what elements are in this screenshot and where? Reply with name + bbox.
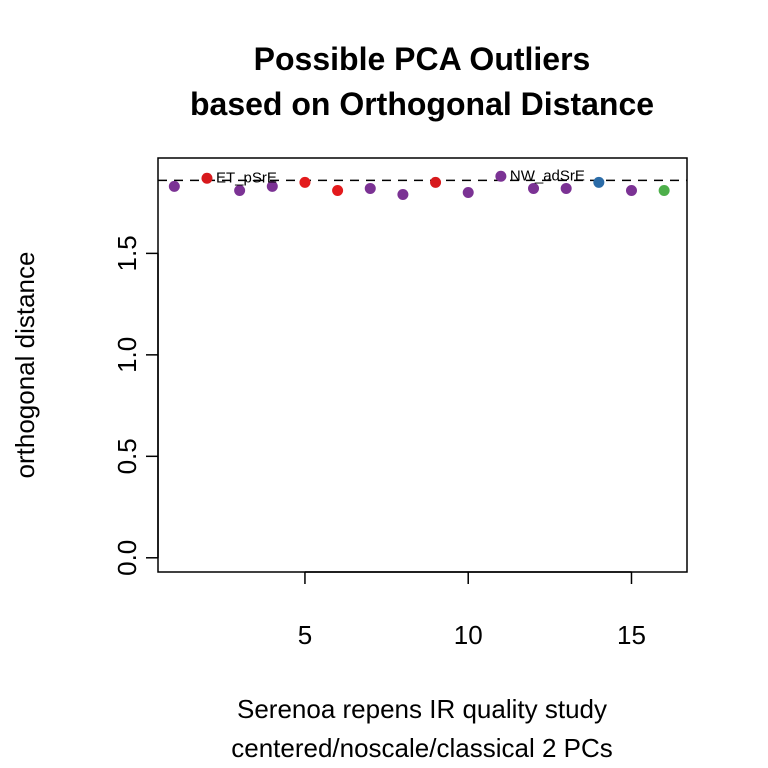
data-point [658, 184, 670, 196]
y-tick-label: 0.5 [112, 438, 142, 474]
data-point [397, 189, 409, 201]
data-point [299, 176, 311, 188]
data-point [495, 170, 507, 182]
chart-title-line-1: Possible PCA Outliers [254, 41, 591, 77]
x-axis-label-line-1: Serenoa repens IR quality study [237, 694, 607, 724]
x-axis: 5 10 15 [298, 571, 646, 650]
points-layer [168, 170, 670, 201]
data-point [560, 182, 572, 194]
point-label: NW_adSrE [510, 167, 585, 184]
data-point [364, 182, 376, 194]
point-label: ET_pSrE [216, 169, 277, 186]
x-tick-label: 10 [454, 620, 483, 650]
plot-frame [157, 157, 688, 573]
data-point [201, 172, 213, 184]
y-tick-label: 0.0 [112, 540, 142, 576]
point-labels-layer: ET_pSrE NW_adSrE [216, 167, 585, 186]
data-point [625, 184, 637, 196]
x-tick-label: 5 [298, 620, 312, 650]
data-point [234, 184, 246, 196]
data-point [430, 176, 442, 188]
y-axis: 0.0 0.5 1.0 1.5 [112, 235, 159, 576]
y-axis-label: orthogonal distance [10, 252, 40, 479]
chart-title-line-2: based on Orthogonal Distance [190, 86, 654, 122]
data-point [593, 176, 605, 188]
y-tick-label: 1.0 [112, 337, 142, 373]
data-point [528, 182, 540, 194]
data-point [168, 180, 180, 192]
x-axis-label-line-2: centered/noscale/classical 2 PCs [231, 733, 613, 763]
y-tick-label: 1.5 [112, 235, 142, 271]
data-point [462, 187, 474, 198]
x-tick-label: 15 [617, 620, 646, 650]
data-point [332, 184, 344, 196]
data-point [266, 180, 278, 192]
